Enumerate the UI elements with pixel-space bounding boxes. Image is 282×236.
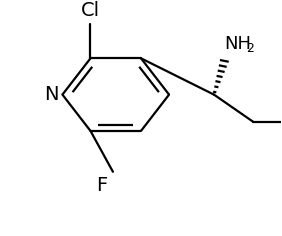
Text: NH: NH [224, 34, 251, 53]
Text: F: F [96, 176, 107, 195]
Text: N: N [44, 85, 58, 104]
Text: 2: 2 [246, 42, 254, 55]
Text: Cl: Cl [81, 1, 100, 20]
